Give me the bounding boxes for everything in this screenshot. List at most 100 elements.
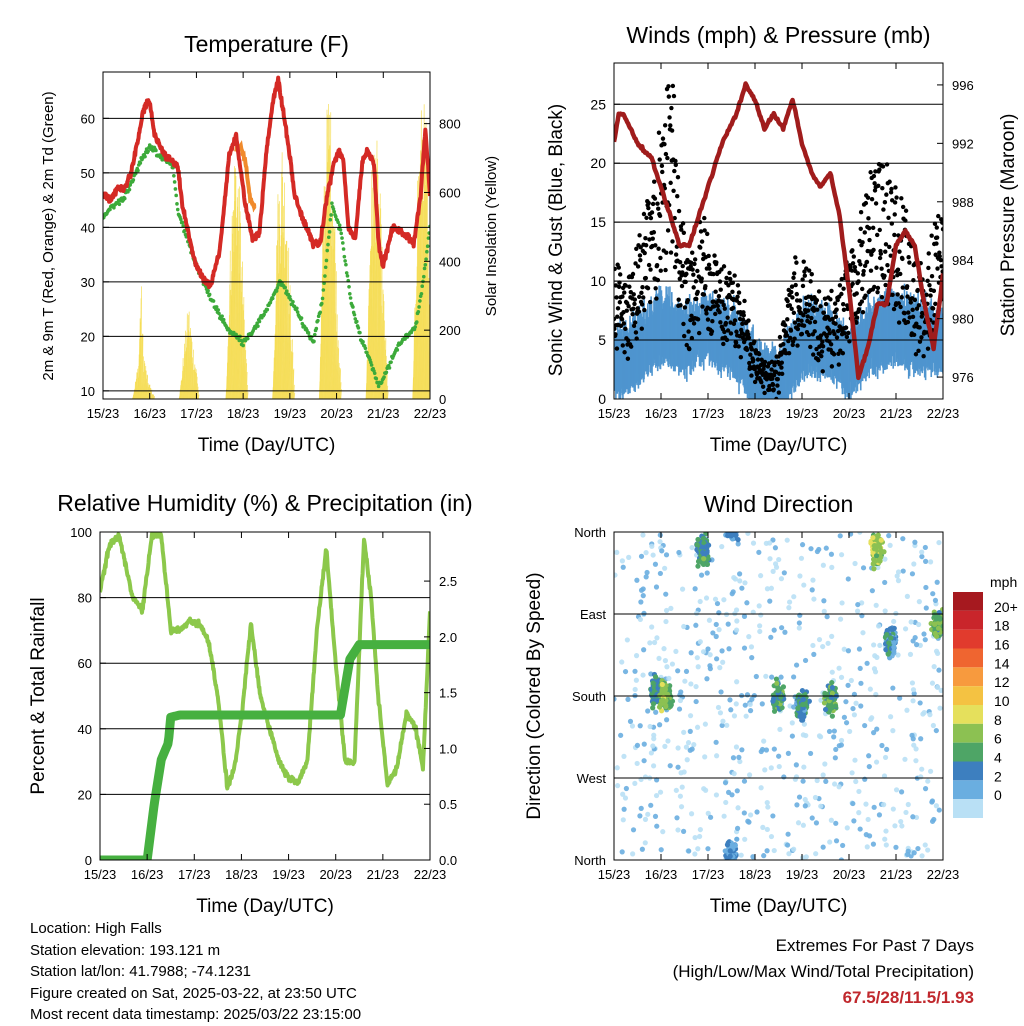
gust-point bbox=[677, 260, 683, 265]
direction-point bbox=[873, 553, 880, 559]
direction-point bbox=[662, 565, 668, 571]
direction-point bbox=[653, 709, 659, 715]
gust-point bbox=[666, 94, 672, 99]
direction-point bbox=[663, 618, 669, 625]
gust-point bbox=[819, 353, 824, 359]
gust-point bbox=[706, 262, 712, 268]
direction-point bbox=[716, 610, 722, 616]
direction-point bbox=[750, 540, 757, 546]
dewpoint-point bbox=[322, 281, 326, 286]
gust-point bbox=[862, 263, 868, 268]
direction-point bbox=[761, 738, 767, 744]
direction-point bbox=[770, 537, 776, 543]
direction-point bbox=[652, 561, 659, 567]
gust-point bbox=[875, 289, 880, 295]
direction-point bbox=[702, 721, 708, 727]
gust-point bbox=[875, 232, 880, 238]
direction-point bbox=[660, 829, 666, 835]
direction-point bbox=[781, 570, 787, 576]
solar-insolation-line bbox=[414, 303, 417, 399]
direction-point bbox=[771, 847, 777, 854]
solar-insolation-line bbox=[186, 313, 188, 399]
direction-point bbox=[875, 532, 881, 538]
solar-insolation-line bbox=[366, 360, 368, 399]
direction-point bbox=[647, 723, 653, 730]
solar-insolation-line bbox=[339, 368, 341, 399]
legend-label: 20+ bbox=[994, 599, 1018, 615]
direction-point bbox=[677, 793, 683, 799]
direction-point bbox=[838, 857, 844, 860]
dir-xtick-label: 21/23 bbox=[880, 867, 913, 882]
direction-point bbox=[791, 674, 797, 680]
rh-xtick-label: 18/23 bbox=[225, 867, 258, 882]
dewpoint-point bbox=[324, 258, 329, 263]
solar-insolation-line bbox=[236, 197, 238, 399]
direction-point bbox=[615, 783, 621, 789]
extremes-box: Extremes For Past 7 Days (High/Low/Max W… bbox=[673, 933, 974, 1011]
direction-point bbox=[653, 792, 660, 799]
direction-point bbox=[630, 827, 637, 833]
rh-y2tick-label: 1.5 bbox=[439, 686, 457, 701]
direction-point bbox=[923, 605, 929, 611]
gust-point bbox=[659, 163, 665, 169]
gust-point bbox=[795, 326, 801, 332]
extremes-subtitle: (High/Low/Max Wind/Total Precipitation) bbox=[672, 962, 974, 981]
solar-insolation-line bbox=[242, 297, 245, 399]
direction-point bbox=[779, 625, 785, 631]
direction-point bbox=[932, 621, 938, 627]
gust-point bbox=[653, 286, 658, 291]
direction-point bbox=[664, 664, 670, 670]
gust-point bbox=[656, 130, 662, 135]
solar-insolation-line bbox=[333, 227, 336, 399]
gust-point bbox=[873, 201, 879, 206]
direction-point bbox=[717, 665, 723, 671]
winds-xtick-label: 16/23 bbox=[645, 406, 678, 421]
solar-insolation-line bbox=[140, 335, 143, 399]
direction-point bbox=[829, 705, 835, 711]
solar-insolation-line bbox=[134, 381, 136, 399]
gust-point bbox=[689, 335, 695, 341]
gust-point bbox=[713, 289, 718, 294]
direction-point bbox=[733, 627, 740, 633]
solar-insolation-line bbox=[428, 304, 430, 399]
temp-xtick-label: 19/23 bbox=[274, 406, 307, 421]
direction-point bbox=[651, 639, 658, 646]
winds-y2tick-label: 996 bbox=[952, 78, 974, 93]
dewpoint-point bbox=[309, 335, 314, 339]
direction-point bbox=[910, 736, 916, 742]
direction-point bbox=[792, 776, 798, 782]
gust-point bbox=[872, 188, 878, 193]
temp-frame bbox=[102, 71, 431, 400]
direction-point bbox=[913, 758, 919, 764]
gust-point bbox=[698, 245, 703, 250]
direction-point bbox=[911, 742, 917, 748]
winds-ytick-label: 15 bbox=[590, 214, 606, 230]
direction-point bbox=[909, 680, 916, 686]
direction-point bbox=[622, 795, 629, 801]
direction-point bbox=[746, 772, 753, 778]
direction-point bbox=[881, 773, 888, 779]
temp-xtick-label: 21/23 bbox=[367, 406, 400, 421]
gust-point bbox=[664, 250, 669, 255]
dewpoint-point bbox=[351, 305, 355, 309]
temp-ytick-label: 60 bbox=[81, 111, 95, 126]
direction-point bbox=[883, 842, 889, 848]
direction-point bbox=[738, 852, 744, 858]
winds-xtick-label: 18/23 bbox=[739, 406, 772, 421]
direction-point bbox=[884, 746, 890, 752]
direction-point bbox=[694, 724, 701, 730]
gust-point bbox=[680, 270, 685, 275]
temp-y2tick-label: 200 bbox=[439, 323, 461, 338]
direction-point bbox=[676, 549, 682, 556]
dewpoint-point bbox=[336, 220, 340, 225]
dewpoint-point bbox=[426, 236, 430, 240]
solar-insolation-line bbox=[336, 314, 338, 399]
direction-point bbox=[747, 812, 754, 818]
direction-point bbox=[818, 803, 824, 809]
dewpoint-point bbox=[262, 312, 266, 317]
gust-point bbox=[854, 320, 859, 325]
gust-point bbox=[932, 221, 938, 227]
gust-point bbox=[934, 241, 939, 246]
direction-point bbox=[911, 690, 917, 697]
solar-insolation-line bbox=[194, 371, 197, 399]
